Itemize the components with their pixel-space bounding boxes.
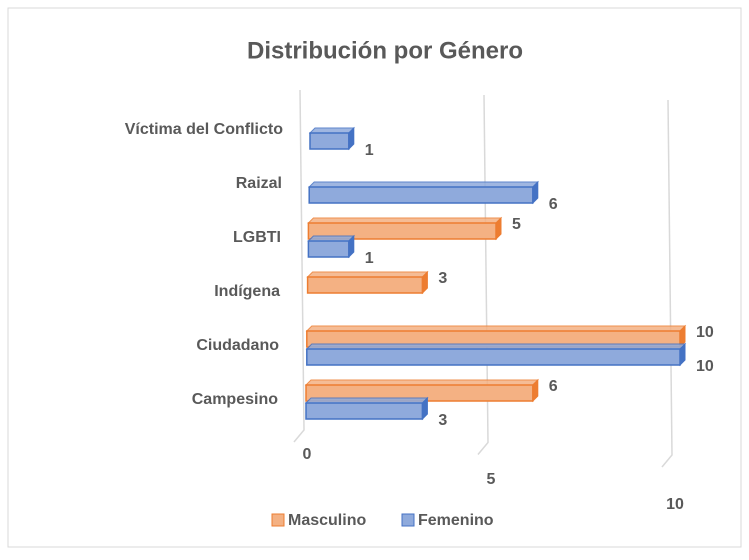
chart-title: Distribución por Género bbox=[247, 37, 523, 64]
y-tick-label: Víctima del Conflicto bbox=[125, 121, 283, 138]
y-tick-label: Indígena bbox=[214, 283, 280, 300]
y-tick-label: Campesino bbox=[192, 391, 278, 408]
bar bbox=[306, 276, 424, 294]
x-tick-label: 0 bbox=[303, 446, 312, 463]
data-label: 1 bbox=[365, 142, 374, 159]
y-tick-label: LGBTI bbox=[233, 229, 281, 246]
data-label: 3 bbox=[438, 270, 447, 287]
legend-label: Masculino bbox=[288, 512, 366, 529]
bar bbox=[308, 186, 534, 204]
data-label: 3 bbox=[438, 412, 447, 429]
x-tick-label: 10 bbox=[666, 496, 684, 513]
data-label: 10 bbox=[696, 358, 714, 375]
grid-line bbox=[477, 94, 489, 455]
x-tick-label: 5 bbox=[487, 471, 496, 488]
legend-label: Femenino bbox=[418, 512, 494, 529]
data-label: 1 bbox=[365, 250, 374, 267]
y-tick-label: Ciudadano bbox=[196, 337, 279, 354]
data-label: 6 bbox=[549, 196, 558, 213]
data-label: 10 bbox=[696, 324, 714, 341]
bar bbox=[309, 132, 350, 150]
data-label: 5 bbox=[512, 216, 521, 233]
legend-swatch bbox=[271, 513, 285, 527]
grid-line bbox=[661, 99, 673, 468]
y-tick-label: Raizal bbox=[236, 175, 282, 192]
bar bbox=[307, 240, 350, 258]
bar bbox=[305, 402, 424, 420]
bar bbox=[306, 348, 681, 366]
legend-swatch bbox=[401, 513, 415, 527]
bar bbox=[307, 222, 497, 240]
data-label: 6 bbox=[549, 378, 558, 395]
grid-line bbox=[293, 89, 305, 443]
